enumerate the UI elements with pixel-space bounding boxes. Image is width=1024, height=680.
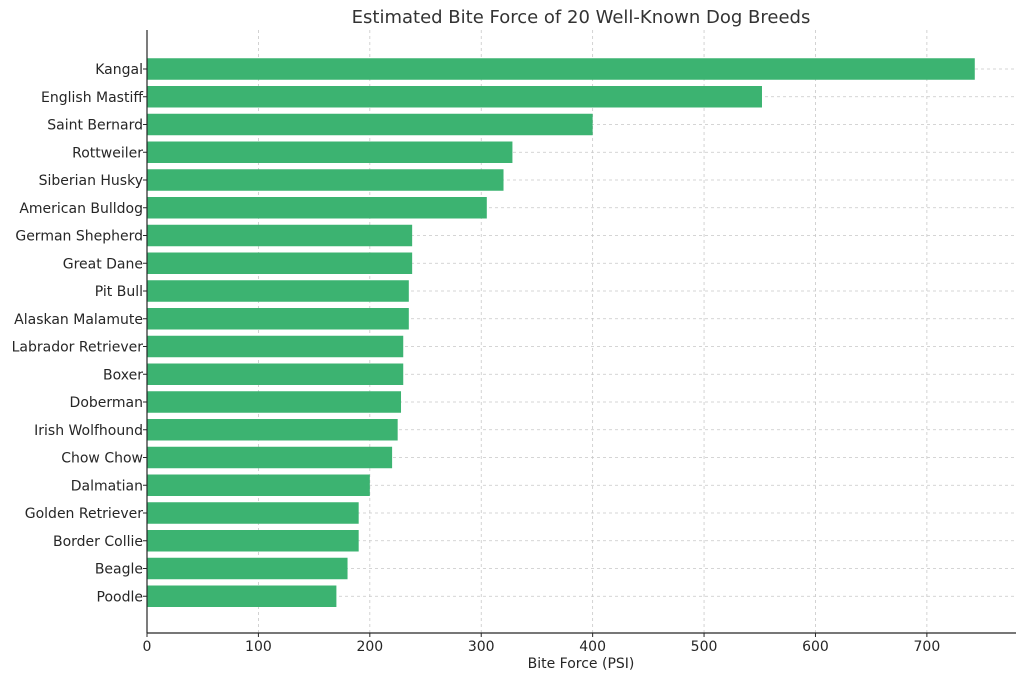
bar-american-bulldog [147, 197, 487, 219]
y-tick-label: Saint Bernard [47, 118, 143, 134]
y-tick-labels: Kangal English Mastiff Saint Bernard Rottwe… [12, 62, 144, 605]
y-tick-label: Pit Bull [95, 284, 143, 300]
bar-alaskan-malamute [147, 308, 409, 330]
bar-doberman [147, 391, 402, 413]
y-tick-label: Great Dane [63, 256, 143, 272]
x-tick-labels: 0 100 200 300 400 500 600 700 [143, 639, 941, 655]
y-tick-label: Chow Chow [61, 451, 143, 467]
y-tick-label: Beagle [95, 562, 143, 578]
y-tick-label: Alaskan Malamute [14, 312, 143, 328]
bar-english-mastiff [147, 86, 762, 108]
y-tick-label: Boxer [103, 367, 143, 383]
bar-saint-bernard [147, 113, 593, 136]
y-tick-label: Labrador Retriever [12, 340, 144, 356]
bar-boxer [147, 363, 404, 385]
x-tick-label: 500 [691, 639, 718, 655]
bar-chow-chow [147, 446, 393, 469]
axes-layer [143, 30, 1016, 637]
x-tick-label: 0 [143, 639, 152, 655]
bar-beagle [147, 557, 348, 580]
y-tick-label: English Mastiff [41, 90, 143, 106]
x-tick-label: 200 [356, 639, 383, 655]
x-tick-label: 700 [914, 639, 941, 655]
x-tick-label: 300 [468, 639, 495, 655]
x-tick-label: 100 [245, 639, 272, 655]
y-tick-label: Siberian Husky [39, 173, 143, 189]
bar-siberian-husky [147, 169, 504, 191]
bar-pit-bull [147, 280, 409, 302]
x-axis-label: Bite Force (PSI) [528, 656, 635, 672]
y-tick-label: Dalmatian [71, 478, 143, 494]
y-tick-label: Golden Retriever [25, 506, 143, 522]
y-tick-label: Poodle [97, 589, 143, 605]
bar-golden-retriever [147, 502, 359, 524]
chart-title: Estimated Bite Force of 20 Well-Known Do… [352, 7, 811, 28]
x-tick-label: 600 [802, 639, 829, 655]
y-tick-label: Border Collie [53, 534, 143, 550]
bar-labrador-retriever [147, 335, 404, 358]
y-tick-label: Rottweiler [72, 145, 143, 161]
bar-poodle [147, 585, 337, 607]
y-tick-label: German Shepherd [15, 229, 143, 245]
bar-rottweiler [147, 141, 513, 163]
y-tick-label: Irish Wolfhound [34, 423, 143, 439]
bar-german-shepherd [147, 224, 413, 247]
bar-irish-wolfhound [147, 419, 398, 441]
bar-dalmatian [147, 474, 370, 496]
y-tick-label: American Bulldog [19, 201, 143, 217]
bar-kangal [147, 58, 975, 80]
y-tick-label: Kangal [95, 62, 143, 78]
bar-great-dane [147, 252, 413, 274]
x-tick-label: 400 [579, 639, 606, 655]
bar-border-collie [147, 530, 359, 552]
bars-layer [147, 58, 975, 607]
y-tick-label: Doberman [70, 395, 143, 411]
